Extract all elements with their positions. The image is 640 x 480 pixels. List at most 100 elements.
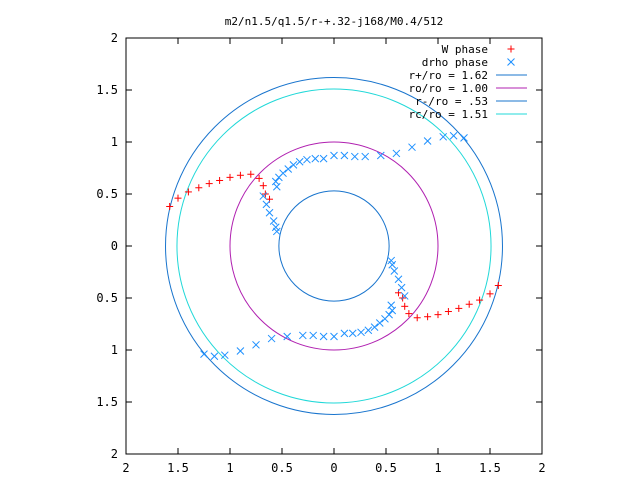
y-tick-label: 0.5 xyxy=(96,187,118,201)
series-1 xyxy=(200,131,468,361)
legend-entry-5: rc/ro = 1.51 xyxy=(409,108,527,121)
series-0-point xyxy=(259,182,267,190)
series-1-point xyxy=(449,131,458,140)
series-1-point xyxy=(387,301,396,310)
x-tick-label: 1 xyxy=(434,461,441,475)
series-1-point xyxy=(303,155,311,164)
series-0-point xyxy=(226,173,234,181)
legend-marker-sample xyxy=(507,45,515,53)
series-1-point xyxy=(376,151,385,160)
x-tick-label: 2 xyxy=(122,461,129,475)
series-1-point xyxy=(210,352,219,361)
series-1-point xyxy=(319,154,328,163)
series-0-point xyxy=(455,304,463,312)
series-0-point xyxy=(494,282,502,290)
series-1-point xyxy=(361,152,370,161)
legend-label: r+/ro = 1.62 xyxy=(409,69,488,82)
series-1-point xyxy=(388,306,397,315)
series-0-point xyxy=(476,296,484,304)
y-tick-label: 0 xyxy=(111,239,118,253)
x-tick-label: 1.5 xyxy=(167,461,189,475)
series-1-point xyxy=(400,292,409,300)
y-tick-label: 1 xyxy=(111,343,118,357)
reference-circle-1 xyxy=(229,141,439,351)
series-0-point xyxy=(401,302,409,310)
series-1-point xyxy=(252,340,260,349)
series-1-point xyxy=(319,332,328,341)
reference-circle-3 xyxy=(176,88,492,404)
series-1-point xyxy=(311,154,320,163)
series-1-point xyxy=(267,334,276,343)
series-1-point xyxy=(381,314,389,323)
series-1-point xyxy=(295,157,304,166)
series-0-point xyxy=(444,308,452,316)
series-1-point xyxy=(370,323,379,331)
series-1-point xyxy=(200,350,208,359)
y-tick-label: 1.5 xyxy=(96,83,118,97)
chart-title: m2/n1.5/q1.5/r-+.32-j168/M0.4/512 xyxy=(225,15,444,28)
series-1-point xyxy=(272,182,281,191)
series-0-point xyxy=(486,290,494,298)
series-1-point xyxy=(269,217,278,225)
y-tick-label: 1.5 xyxy=(96,395,118,409)
x-tick-label: 1.5 xyxy=(479,461,501,475)
series-0-point xyxy=(247,170,255,178)
series-0-point xyxy=(405,310,413,318)
series-1-point xyxy=(423,137,432,145)
legend-entry-1: drho phase xyxy=(422,56,515,69)
series-1-point xyxy=(397,283,406,292)
series-1-point xyxy=(350,152,359,161)
series-0-point xyxy=(465,300,473,308)
series-1-point xyxy=(387,256,396,265)
series-1-point xyxy=(220,351,229,360)
series-1-point xyxy=(357,328,365,337)
legend-marker-sample xyxy=(507,58,515,66)
series-1-point xyxy=(236,347,245,355)
series-1-point xyxy=(340,329,349,338)
series-0-point xyxy=(216,176,224,184)
series-0-point xyxy=(434,311,442,319)
series-0-point xyxy=(255,174,263,182)
series-1-point xyxy=(272,227,281,236)
legend-entry-0: W phase xyxy=(442,43,515,56)
series-1-point xyxy=(439,132,448,141)
series-0-point xyxy=(184,188,192,196)
data-series xyxy=(166,131,502,361)
series-1-point xyxy=(460,133,468,142)
series-1-point xyxy=(265,208,274,217)
legend-label: W phase xyxy=(442,43,488,56)
reference-circles xyxy=(165,77,503,415)
series-0-point xyxy=(166,202,174,210)
x-tick-label: 0.5 xyxy=(271,461,293,475)
series-1-point xyxy=(340,151,349,160)
series-1-point xyxy=(394,275,403,284)
series-1-point xyxy=(364,326,373,335)
legend-label: r-/ro = .53 xyxy=(415,95,488,108)
axes: 2 1.5 1 0.5 0 0.5 1 1.5 221.510.500.511.52 xyxy=(96,31,545,475)
legend-label: drho phase xyxy=(422,56,488,69)
series-1-point xyxy=(283,332,292,341)
series-1-point xyxy=(271,177,280,186)
series-1-point xyxy=(262,200,271,209)
series-1-point xyxy=(390,267,399,275)
series-1-point xyxy=(375,319,384,327)
series-1-point xyxy=(289,161,298,169)
series-1-point xyxy=(348,329,357,338)
series-0-point xyxy=(236,171,244,179)
legend-entry-4: r-/ro = .53 xyxy=(415,95,527,108)
reference-circle-0 xyxy=(165,77,503,415)
series-0-point xyxy=(205,180,213,188)
series-1-point xyxy=(309,331,318,340)
series-1-point xyxy=(330,332,338,341)
series-1-point xyxy=(298,331,307,340)
series-1-point xyxy=(392,149,401,158)
series-1-point xyxy=(279,169,287,178)
y-tick-label: 2 xyxy=(111,31,118,45)
y-tick-label: 0.5 xyxy=(96,291,118,305)
y-tick-label: 1 xyxy=(111,135,118,149)
legend-entry-3: ro/ro = 1.00 xyxy=(409,82,527,95)
legend-label: ro/ro = 1.00 xyxy=(409,82,488,95)
x-tick-label: 2 xyxy=(538,461,545,475)
